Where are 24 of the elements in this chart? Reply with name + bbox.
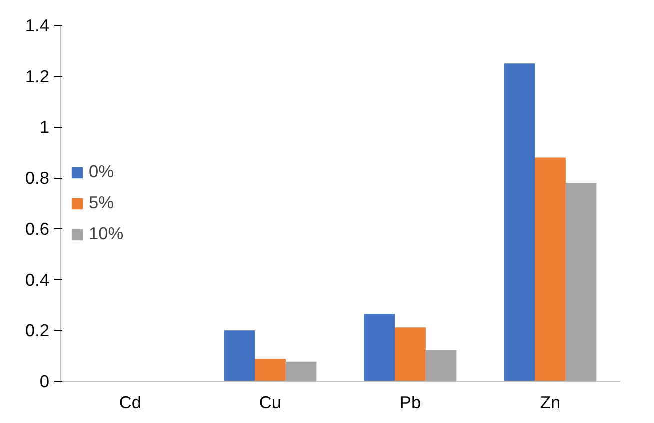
x-tick-label: Pb [400, 392, 422, 412]
x-tick-label: Zn [540, 392, 561, 412]
x-tick-label: Cd [119, 392, 142, 412]
bar [364, 314, 396, 382]
bar [286, 362, 317, 382]
x-tick-label: Cu [259, 392, 282, 412]
y-tick-label: 0 [40, 372, 50, 392]
legend-label: 10% [89, 224, 124, 244]
bar [255, 359, 286, 382]
y-tick-label: 0.4 [25, 270, 50, 290]
bar [224, 330, 256, 382]
y-tick-label: 0.6 [25, 218, 50, 239]
bar [395, 328, 426, 382]
bar [566, 183, 597, 382]
y-tick-label: 1 [40, 117, 50, 138]
bar [426, 350, 457, 382]
bar [504, 64, 536, 382]
y-tick-label: 1.2 [25, 66, 50, 86]
y-tick-label: 0.2 [25, 320, 50, 341]
legend-label: 0% [89, 162, 114, 182]
legend-label: 5% [89, 192, 114, 214]
y-tick-label: 0.8 [25, 168, 50, 188]
y-tick-label: 1.4 [25, 16, 50, 36]
bar [535, 158, 566, 382]
